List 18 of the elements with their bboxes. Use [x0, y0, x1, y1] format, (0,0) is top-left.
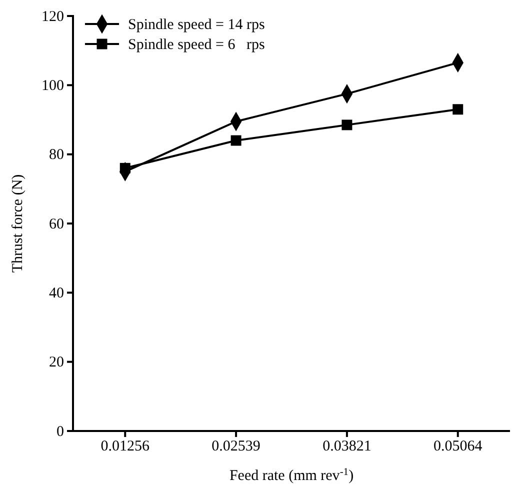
y-tick-label: 0	[56, 424, 64, 440]
y-tick-label: 80	[49, 147, 64, 164]
point	[342, 120, 352, 130]
x-tick-label: 0.05064	[433, 438, 483, 455]
y-tick-label: 20	[49, 354, 64, 371]
point	[452, 104, 464, 115]
x-tick-label: 0.03821	[322, 438, 372, 455]
x-tick-label: 0.02539	[212, 438, 260, 455]
x-axis-title: Feed rate (mm rev$^{-1}$)	[229, 466, 354, 484]
legend-label: Spindle speed = 14 rps	[128, 17, 265, 33]
point	[230, 135, 242, 146]
y-tick-label: 60	[49, 216, 64, 232]
y-tick-label: 100	[42, 78, 64, 94]
y-tick-label: 120	[42, 8, 64, 25]
legend-label: Spindle speed = 6 rps	[128, 37, 265, 53]
y-tick-label: 40	[49, 285, 64, 302]
y-axis-title: Thrust force (N)	[10, 174, 26, 273]
x-tick-label: 0.01256	[100, 438, 150, 455]
